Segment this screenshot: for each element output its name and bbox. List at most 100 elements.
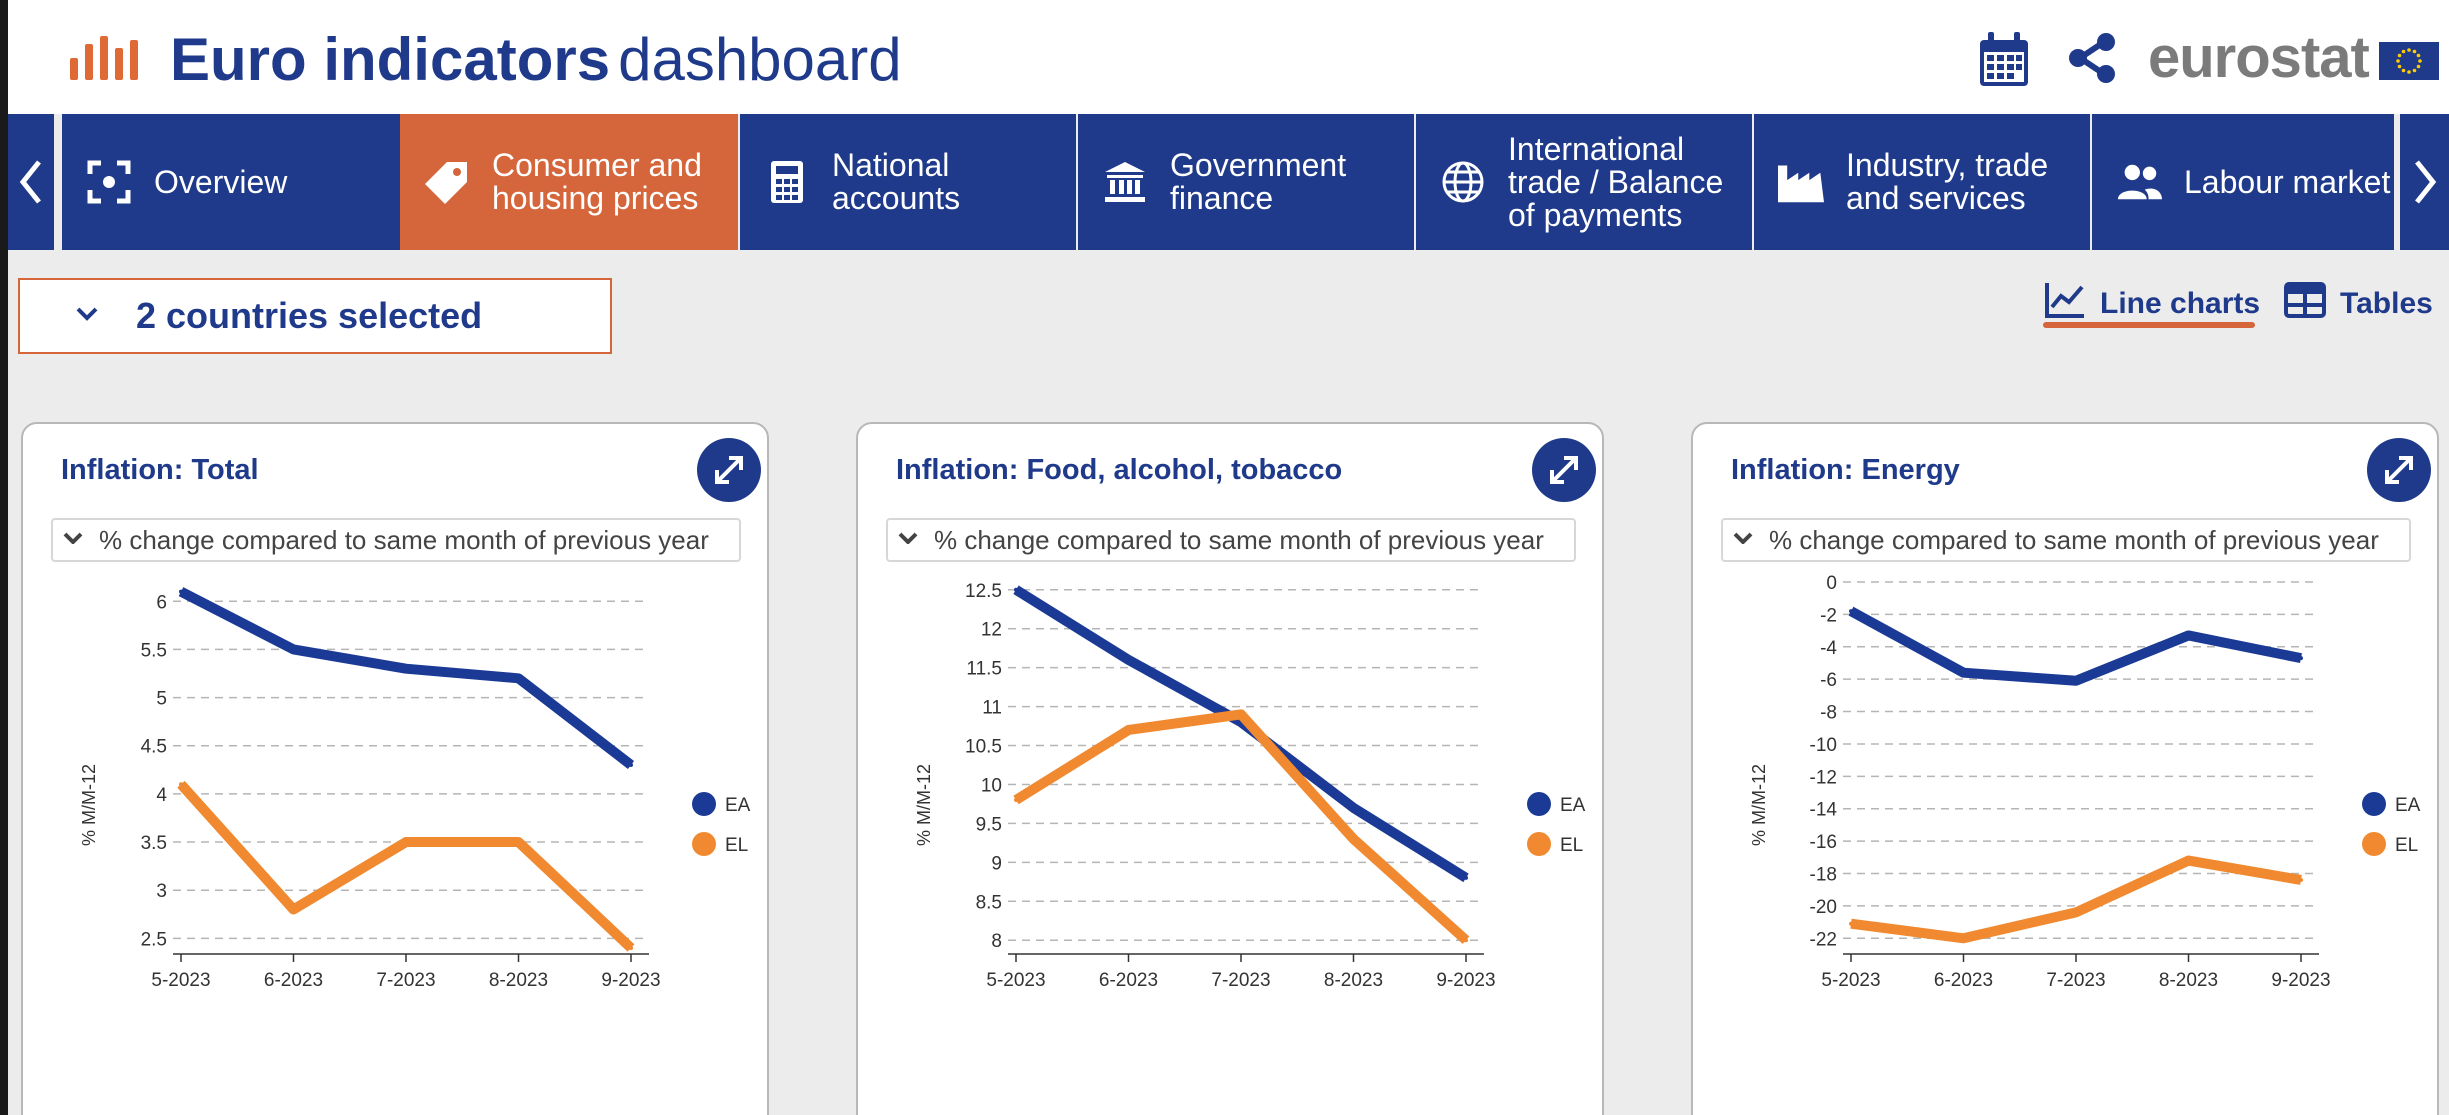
data-point [1464,938,1468,943]
nav-item-label: Industry, trade and services [1846,147,2049,216]
legend-label: EL [725,835,748,856]
x-tick-label: 9-2023 [1436,970,1495,991]
calendar-icon[interactable] [1976,30,2032,95]
y-tick-label: 4.5 [141,737,167,758]
data-point [2074,678,2078,683]
tab-tables[interactable]: Tables [2284,276,2433,332]
legend-marker [1527,792,1551,816]
measure-label: % change compared to same month of previ… [99,524,709,555]
nav-item-international-trade[interactable]: International trade / Balance of payment… [1416,114,1752,250]
eu-flag-icon [2379,42,2439,80]
line-chart-icon [2044,281,2086,327]
data-point [1961,670,1966,675]
factory-icon [1778,159,1824,205]
x-tick-label: 6-2023 [264,970,323,991]
nav-item-label: Labour market [2184,163,2391,200]
series-line-el [1850,855,2302,944]
data-point [291,647,296,652]
legend-marker [692,832,716,856]
nav-item-overview[interactable]: Overview [62,114,400,250]
header: Euro indicators dashboard [8,0,2449,114]
data-point [516,676,521,681]
y-tick-label: 10.5 [965,737,1002,758]
chevron-down-icon [76,307,98,326]
chevron-down-icon [63,531,83,549]
y-tick-label: 9 [991,853,1002,874]
people-icon [2116,159,2162,205]
x-tick-label: 9-2023 [2271,970,2330,991]
measure-dropdown[interactable]: % change compared to same month of previ… [886,518,1576,562]
line-chart: 12.5 12 11.5 11 10.5 10 9.5 9 8.5 8 5-2023 6-2023 7-… [914,581,1586,991]
y-tick-label: -22 [1810,929,1837,950]
y-tick-label: 8.5 [976,892,1002,913]
data-point [1014,798,1018,803]
y-tick-label: 6 [156,592,167,613]
x-tick-label: 5-2023 [986,970,1045,991]
theme-nav: Overview Consumer and housing prices [8,114,2449,250]
expand-icon [715,456,743,484]
y-tick-label: 3.5 [141,833,167,854]
card-title: Inflation: Total [61,454,259,486]
title-light: dashboard [618,26,902,93]
measure-dropdown[interactable]: % change compared to same month of previ… [1721,518,2411,562]
chevron-right-icon [2414,160,2436,204]
x-tick-label: 8-2023 [489,970,548,991]
data-point [179,589,183,594]
nav-item-label: Overview [154,163,288,200]
data-point [1464,875,1468,880]
legend-marker [2362,832,2386,856]
y-tick-label: -2 [1820,605,1837,626]
eurostat-logo[interactable]: eurostat [2148,25,2370,90]
x-tick-label: 7-2023 [376,970,435,991]
y-tick-label: 8 [991,931,1002,952]
y-tick-label: -10 [1810,735,1837,756]
series-line-el [1013,709,1470,944]
y-tick-label: 0 [1826,573,1837,594]
country-selector-label: 2 countries selected [136,295,483,336]
nav-item-national-accounts[interactable]: National accounts [740,114,1076,250]
card-title: Inflation: Food, alcohol, tobacco [896,454,1343,486]
legend-marker [692,792,716,816]
x-tick-label: 7-2023 [2046,970,2105,991]
y-tick-label: -14 [1810,800,1838,821]
legend-label: EL [1560,835,1583,856]
data-point [404,840,408,845]
title-bold: Euro indicators [170,26,611,93]
expand-button[interactable] [1532,438,1596,502]
expand-button[interactable] [697,438,761,502]
chart-card: Inflation: Food, alcohol, tobacco % chan… [856,422,1604,1115]
legend-label: EA [1560,795,1586,816]
tab-line-charts[interactable]: Line charts [2044,276,2260,332]
nav-item-labour-market[interactable]: Labour market [2092,114,2394,250]
calculator-icon [764,159,810,205]
nav-item-label: Government finance [1170,147,1347,216]
nav-item-consumer-prices[interactable]: Consumer and housing prices [400,114,738,250]
data-point [629,946,633,950]
data-point [516,840,521,845]
data-point [1126,727,1131,732]
expand-button[interactable] [2367,438,2431,502]
nav-item-label: Consumer and housing prices [492,147,702,216]
table-icon [2284,282,2326,326]
nav-next-button[interactable] [2400,114,2449,250]
nav-item-industry-trade[interactable]: Industry, trade and services [1754,114,2090,250]
x-tick-label: 6-2023 [1099,970,1158,991]
x-tick-label: 8-2023 [2159,970,2218,991]
y-axis-label: % M/M-12 [1749,764,1769,846]
chart-card: Inflation: Energy % change compared to s… [1691,422,2439,1115]
measure-dropdown[interactable]: % change compared to same month of previ… [51,518,741,562]
country-selector[interactable]: 2 countries selected [18,278,612,354]
measure-label: % change compared to same month of previ… [934,524,1544,555]
chevron-down-icon [1733,531,1753,549]
active-tab-underline [2043,322,2255,328]
nav-prev-button[interactable] [8,114,54,250]
share-icon[interactable] [2066,32,2118,89]
data-point [2299,656,2303,661]
expand-icon [1550,456,1578,484]
y-tick-label: -16 [1810,832,1837,853]
y-tick-label: 10 [981,775,1002,796]
data-point [1961,936,1966,941]
price-tag-icon [424,159,470,205]
nav-item-government-finance[interactable]: Government finance [1078,114,1414,250]
x-tick-label: 7-2023 [1211,970,1270,991]
